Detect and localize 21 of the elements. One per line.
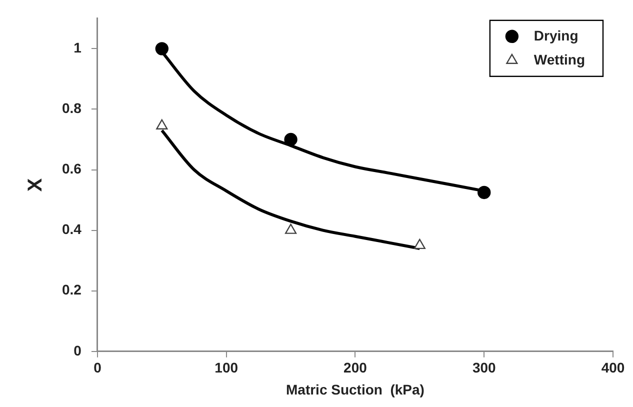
y-tick-label: 0 [74,342,82,358]
x-tick-label: 200 [344,360,368,376]
point [284,132,298,146]
x-tick-label: 100 [214,360,238,376]
y-tick-label: 0.4 [62,221,82,238]
y-axis-title: X [24,178,47,192]
legend-label: Wetting [534,51,586,68]
x-axis-title: Matric Suction (kPa) [286,381,424,398]
x-tick-label: 400 [601,360,625,376]
point [478,186,491,200]
x-tick-label: 300 [472,360,496,376]
y-tick-label: 0.8 [62,100,82,116]
y-tick-label: 0.2 [62,282,82,298]
point [155,42,169,56]
point [284,224,297,234]
y-tick-label: 1 [74,40,82,56]
point [156,119,168,130]
x-tick-label: 0 [94,360,102,376]
y-tick-label: 0.6 [62,160,82,177]
point [414,238,426,250]
legend-label: Drying [534,27,578,44]
